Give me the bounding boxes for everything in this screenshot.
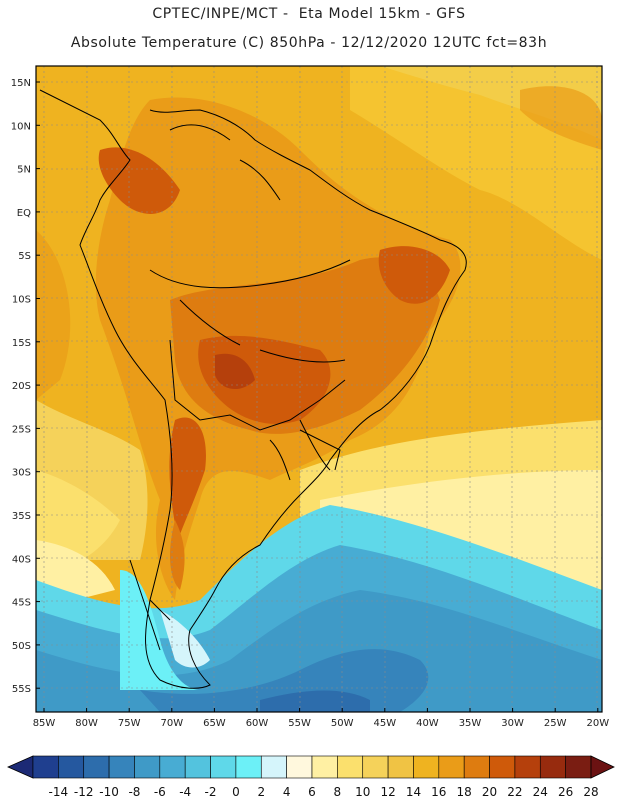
colorbar-swatch [83, 755, 110, 779]
lon-label: 40W [416, 718, 439, 729]
colorbar-label: -8 [128, 785, 140, 799]
colorbar-swatch [565, 755, 592, 779]
colorbar-low-arrow [7, 755, 34, 779]
lon-label: 55W [288, 718, 311, 729]
colorbar-label: 0 [232, 785, 240, 799]
lon-label: 80W [75, 718, 98, 729]
colorbar-label: 10 [355, 785, 370, 799]
lon-label: 65W [203, 718, 226, 729]
lon-label: 35W [459, 718, 482, 729]
lon-label: 30W [501, 718, 524, 729]
lon-label: 25W [544, 718, 567, 729]
lat-label: 20S [12, 381, 31, 392]
lat-label: 25S [12, 424, 31, 435]
lon-label: 70W [160, 718, 183, 729]
colorbar-swatch [58, 755, 85, 779]
lat-label: 15N [11, 78, 31, 89]
colorbar-label: 2 [257, 785, 265, 799]
colorbar-label: -10 [99, 785, 119, 799]
lon-label: 85W [33, 718, 56, 729]
lat-label: 50S [12, 641, 31, 652]
lat-label: 5S [18, 251, 31, 262]
colorbar-label: 20 [482, 785, 497, 799]
lon-label: 75W [118, 718, 141, 729]
colorbar-label: 26 [558, 785, 573, 799]
colorbar-swatch [539, 755, 566, 779]
colorbar-swatch [337, 755, 364, 779]
lon-label: 20W [586, 718, 609, 729]
lon-label: 45W [373, 718, 396, 729]
colorbar-label: 14 [406, 785, 421, 799]
colorbar-label: 4 [283, 785, 291, 799]
colorbar: -14 -12 -10 -8 -6 -4 -2 0 2 4 6 8 10 12 14 16 18 20 22 24 26… [7, 755, 615, 799]
colorbar-swatch [134, 755, 161, 779]
colorbar-swatch [260, 755, 287, 779]
lat-label: 35S [12, 511, 31, 522]
graticule [36, 66, 602, 712]
temperature-field [36, 66, 602, 712]
colorbar-swatch [362, 755, 389, 779]
colorbar-swatch [286, 755, 313, 779]
colorbar-swatch [489, 755, 516, 779]
colorbar-label: -6 [154, 785, 166, 799]
colorbar-swatch [159, 755, 186, 779]
colorbar-high-arrow [590, 755, 615, 779]
map-frame [35, 65, 603, 713]
lat-label: 55S [12, 684, 31, 695]
lat-label: 45S [12, 598, 31, 609]
lat-label: EQ [17, 208, 31, 219]
lat-label: 10S [12, 295, 31, 306]
colorbar-swatch [184, 755, 211, 779]
lat-label: 40S [12, 554, 31, 565]
colorbar-label: 12 [380, 785, 395, 799]
colorbar-swatch [413, 755, 440, 779]
colorbar-label: -2 [205, 785, 217, 799]
colorbar-label: -4 [179, 785, 191, 799]
colorbar-swatch [210, 755, 237, 779]
colorbar-swatch [463, 755, 490, 779]
colorbar-swatch [32, 755, 59, 779]
latitude-labels: 15N 10N 5N EQ 5S 10S 15S 20S 25S 30S 35S 40S 45S 50S 5… [11, 78, 40, 695]
lat-label: 30S [12, 468, 31, 479]
colorbar-label: 24 [533, 785, 548, 799]
colorbar-label: 8 [334, 785, 342, 799]
colorbar-label: 16 [431, 785, 446, 799]
colorbar-swatch [311, 755, 338, 779]
lon-label: 50W [331, 718, 354, 729]
lat-label: 10N [11, 121, 31, 132]
colorbar-swatch [108, 755, 135, 779]
lat-label: 5N [17, 165, 31, 176]
colorbar-label: -12 [74, 785, 94, 799]
lat-label: 15S [12, 338, 31, 349]
longitude-labels: 85W 80W 75W 70W 65W 60W 55W 50W 45W 40W 35W 30W 25W 2… [33, 708, 609, 729]
colorbar-label: 6 [308, 785, 316, 799]
lon-label: 60W [246, 718, 269, 729]
coastlines [39, 89, 467, 689]
colorbar-swatch [438, 755, 465, 779]
colorbar-swatch [387, 755, 414, 779]
colorbar-label: 28 [583, 785, 598, 799]
title-line-1: CPTEC/INPE/MCT - Eta Model 15km - GFS [152, 6, 466, 22]
colorbar-swatch [514, 755, 541, 779]
colorbar-label: -14 [49, 785, 69, 799]
colorbar-swatch [235, 755, 262, 779]
title-line-2: Absolute Temperature (C) 850hPa - 12/12/… [70, 35, 548, 51]
colorbar-label: 22 [507, 785, 522, 799]
colorbar-label: 18 [457, 785, 472, 799]
